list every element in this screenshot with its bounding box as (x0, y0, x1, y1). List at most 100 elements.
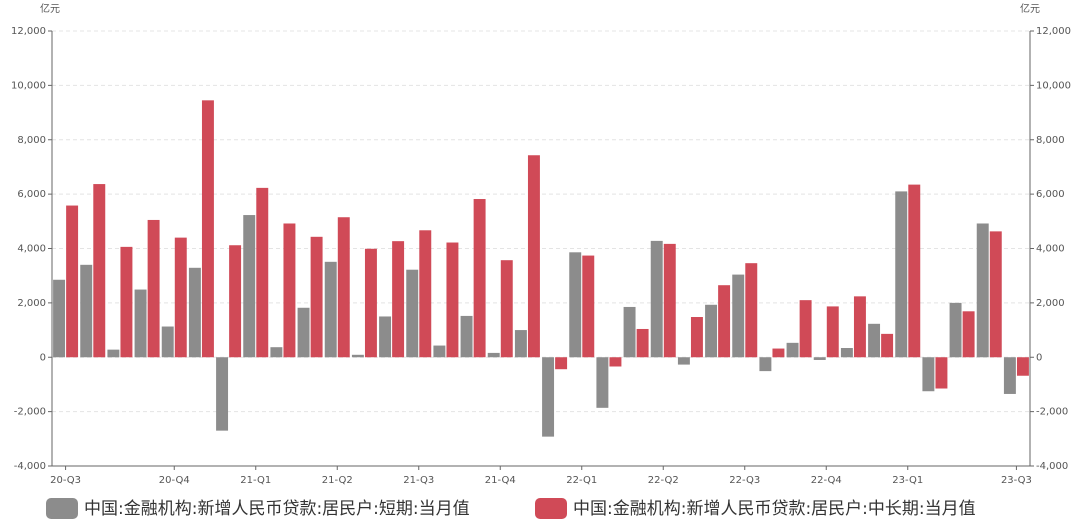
bar (147, 219, 160, 358)
bar (297, 307, 310, 358)
bar (433, 345, 446, 358)
y2-tick-label: 4,000 (1036, 244, 1065, 255)
bar (786, 342, 799, 358)
y-unit-left: 亿元 (40, 2, 60, 15)
x-tick-label: 21-Q2 (322, 475, 353, 486)
x-tick-label: 23-Q1 (892, 475, 923, 486)
bar (1016, 357, 1029, 376)
bar (270, 347, 283, 358)
bar (732, 274, 745, 358)
bar (976, 223, 989, 358)
bar (351, 354, 364, 358)
legend-text: 中国:金融机构:新增人民币贷款:居民户:短期:当月值 (84, 499, 470, 519)
bar (569, 252, 582, 358)
bar (813, 357, 826, 360)
bar (216, 357, 229, 431)
bar (853, 296, 866, 358)
bar (650, 240, 663, 358)
x-tick-label: 20-Q4 (159, 475, 190, 486)
bar (881, 333, 894, 358)
bar (500, 260, 513, 358)
bar (256, 187, 269, 358)
bar (542, 357, 555, 437)
x-tick-label: 21-Q3 (403, 475, 434, 486)
bar (188, 267, 201, 358)
y-tick-label: -2,000 (14, 407, 46, 418)
y2-tick-label: 0 (1036, 352, 1042, 363)
bar (636, 328, 649, 358)
y2-tick-label: 6,000 (1036, 189, 1065, 200)
legend-swatch (46, 498, 78, 519)
bar (392, 241, 405, 358)
bar (895, 191, 908, 358)
bar (406, 269, 419, 358)
x-tick-label: 20-Q3 (50, 475, 81, 486)
bar (446, 242, 459, 358)
bar (962, 311, 975, 358)
bar (310, 236, 323, 358)
bar (799, 300, 812, 358)
bar (53, 279, 66, 358)
bar (1003, 357, 1016, 394)
bar (473, 199, 486, 358)
bar (759, 357, 772, 372)
bar (623, 306, 636, 358)
bar (908, 184, 921, 358)
bar (609, 357, 622, 367)
y2-tick-label: 2,000 (1036, 298, 1065, 309)
bar (379, 316, 392, 358)
bar (705, 304, 718, 358)
bar (527, 155, 540, 358)
x-tick-label: 22-Q4 (811, 475, 842, 486)
bar (174, 237, 187, 358)
bar (772, 348, 785, 358)
y2-tick-label: 8,000 (1036, 135, 1065, 146)
y-tick-label: 10,000 (11, 80, 46, 91)
x-tick-label: 22-Q3 (729, 475, 760, 486)
y-tick-label: 4,000 (17, 244, 46, 255)
bar (487, 352, 500, 358)
x-tick-label: 22-Q1 (566, 475, 597, 486)
x-tick-label: 21-Q4 (485, 475, 516, 486)
bar (677, 357, 690, 365)
bar (283, 223, 296, 358)
y-tick-label: 0 (40, 352, 46, 363)
x-tick-label: 21-Q1 (240, 475, 271, 486)
bar (243, 215, 256, 358)
y2-tick-label: 10,000 (1036, 80, 1071, 91)
bar (134, 289, 147, 358)
bar (826, 306, 839, 358)
bar (745, 263, 758, 358)
y-unit-right: 亿元 (1020, 2, 1040, 15)
bar (120, 246, 133, 358)
bar (868, 323, 881, 358)
y-tick-label: 8,000 (17, 135, 46, 146)
legend-text: 中国:金融机构:新增人民币贷款:居民户:中长期:当月值 (573, 499, 976, 519)
bar (364, 248, 377, 358)
y2-tick-label: -4,000 (1036, 461, 1068, 472)
y-tick-label: 12,000 (11, 26, 46, 37)
bar (555, 357, 568, 370)
x-tick-label: 23-Q3 (1001, 475, 1032, 486)
y-tick-label: -4,000 (14, 461, 46, 472)
x-tick-label: 22-Q2 (648, 475, 679, 486)
bar (460, 315, 473, 358)
bar (690, 317, 703, 358)
bar (989, 231, 1002, 358)
y-tick-label: 6,000 (17, 189, 46, 200)
bar (161, 326, 174, 358)
bar (663, 243, 676, 358)
bar (582, 255, 595, 358)
bar (107, 349, 120, 358)
y2-tick-label: 12,000 (1036, 26, 1071, 37)
bar (229, 245, 242, 358)
bar (596, 357, 609, 408)
bar (324, 261, 337, 358)
bar (514, 330, 527, 358)
bar (718, 285, 731, 358)
legend-swatch (535, 498, 567, 519)
bar (949, 302, 962, 358)
bar (66, 205, 79, 358)
bar (840, 348, 853, 358)
